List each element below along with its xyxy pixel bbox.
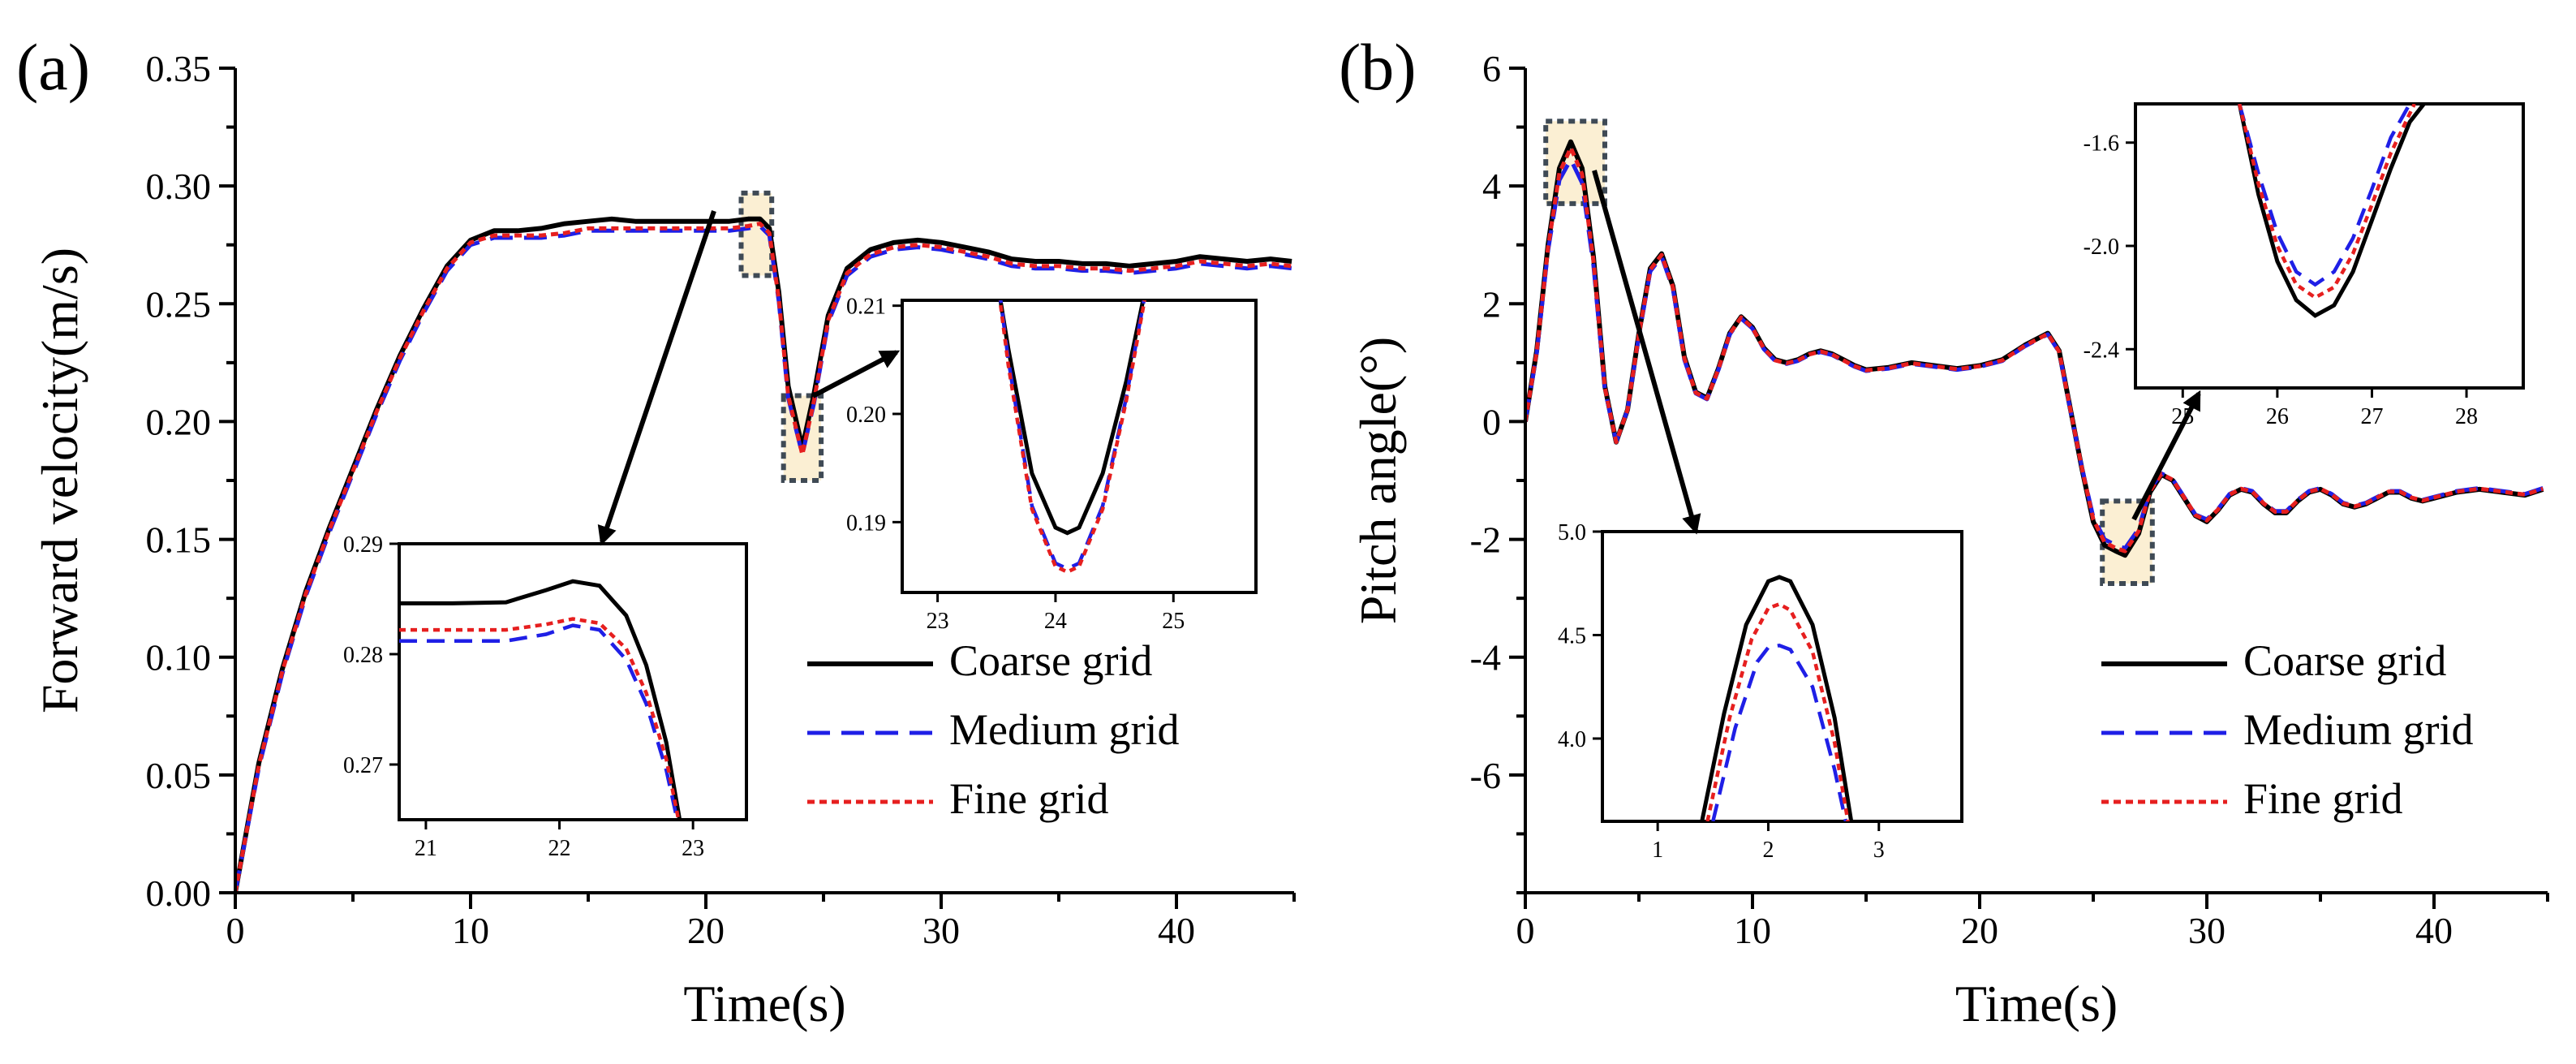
inset-series-line — [1711, 643, 1848, 821]
y-axis-label: Pitch angle(°) — [1349, 337, 1407, 624]
y-tick-label: 0.05 — [146, 755, 212, 796]
inset-x-tick-label: 23 — [927, 609, 949, 634]
inset-series-line — [1700, 575, 1854, 821]
panel-a: (a) 0 10 20 30 40 0.00 0.05 0.10 0.15 0.20 0.25 0.3… — [16, 30, 1296, 1032]
inset-2: 23 24 25 0.19 0.20 0.21 — [846, 295, 1258, 634]
inset-x-tick-label: 21 — [415, 836, 437, 861]
inset-y-tick-label: -2.0 — [2084, 235, 2119, 260]
inset-x-tick-label: 1 — [1652, 838, 1663, 863]
x-axis-label: Time(s) — [1955, 975, 2118, 1032]
x-tick-label: 30 — [2188, 910, 2226, 951]
x-tick-label: 20 — [687, 910, 725, 951]
y-tick-label: 0.35 — [146, 48, 212, 89]
inset-frame — [1601, 530, 1963, 823]
inset-x-tick-label: 3 — [1873, 838, 1885, 863]
y-tick-label: 0.10 — [146, 637, 212, 678]
inset-series-line — [998, 300, 1146, 575]
inset-x-tick-label: 28 — [2455, 404, 2478, 429]
inset-y-tick-label: 4.0 — [1558, 727, 1586, 752]
y-tick-label: 0 — [1482, 401, 1501, 442]
x-tick-label: 20 — [1961, 910, 1998, 951]
y-tick-label: -6 — [1470, 755, 1501, 796]
inset-y-tick-label: 0.19 — [846, 510, 886, 536]
inset-1: 1 2 3 4.0 4.5 5.0 — [1558, 520, 1963, 863]
inset-y-tick-label: 0.28 — [343, 643, 383, 668]
inset-series-line — [2238, 104, 2412, 287]
legend-label: Coarse grid — [949, 636, 1152, 685]
x-tick-label: 0 — [1516, 910, 1535, 951]
inset-x-tick-label: 23 — [682, 836, 704, 861]
inset-series-line — [399, 617, 681, 820]
y-tick-label: 0.30 — [146, 166, 212, 207]
inset-x-tick-label: 25 — [1162, 609, 1185, 634]
zoom-arrow — [1592, 170, 1701, 535]
x-tick-label: 30 — [922, 910, 960, 951]
inset-y-tick-label: 0.29 — [343, 532, 383, 558]
inset-y-tick-label: 5.0 — [1558, 520, 1586, 545]
x-tick-label: 10 — [1734, 910, 1771, 951]
inset-frame — [901, 299, 1258, 594]
inset-x-tick-label: 22 — [548, 836, 571, 861]
x-tick-label: 10 — [452, 910, 489, 951]
inset-series-line — [399, 623, 680, 820]
inset-y-tick-label: 0.20 — [846, 403, 886, 428]
y-tick-label: 0.25 — [146, 283, 212, 325]
inset-y-tick-label: 0.27 — [343, 753, 383, 778]
series-line-fine-grid — [235, 222, 1292, 893]
panel-label-a: (a) — [16, 30, 90, 104]
legend-label: Fine grid — [949, 774, 1109, 823]
inset-series-line — [1705, 601, 1850, 821]
legend-label: Medium grid — [949, 705, 1179, 754]
zoom-arrow — [597, 210, 716, 546]
inset-series-line — [399, 579, 682, 820]
zoom-arrow — [811, 350, 901, 398]
legend-label: Medium grid — [2243, 705, 2473, 754]
inset-y-tick-label: 0.21 — [846, 295, 886, 320]
inset-y-tick-label: -2.4 — [2084, 338, 2119, 363]
y-tick-label: 0.15 — [146, 519, 212, 561]
inset-2: 25 26 27 28-2.4-2.0-1.6 — [2084, 102, 2525, 429]
legend-label: Coarse grid — [2243, 636, 2446, 685]
inset-frame — [2134, 102, 2525, 390]
y-tick-label: 6 — [1482, 48, 1501, 89]
inset-frame — [398, 542, 748, 821]
x-tick-label: 40 — [2415, 910, 2453, 951]
inset-x-tick-label: 26 — [2266, 404, 2289, 429]
y-tick-label: -2 — [1470, 519, 1501, 561]
series-line-fine-grid — [1525, 145, 2544, 554]
y-axis-label: Forward velocity(m/s) — [31, 248, 88, 713]
y-tick-label: 0.00 — [146, 872, 212, 914]
inset-y-tick-label: -1.6 — [2084, 131, 2119, 157]
y-tick-label: 2 — [1482, 283, 1501, 325]
x-tick-label: 40 — [1158, 910, 1195, 951]
legend-label: Fine grid — [2243, 774, 2403, 823]
inset-y-tick-label: 4.5 — [1558, 624, 1586, 649]
inset-series-line — [2238, 104, 2416, 300]
y-tick-label: 0.20 — [146, 401, 212, 442]
panel-label-b: (b) — [1339, 30, 1417, 104]
y-tick-label: -4 — [1470, 637, 1501, 678]
inset-1: 21 22 23 0.27 0.28 0.29 — [343, 532, 748, 861]
inset-x-tick-label: 24 — [1044, 609, 1067, 634]
panel-b: (b) 0 10 20 30 40 -6 -4 -2 0 2 4 6 Time(s) Pitch angl… — [1339, 30, 2549, 1032]
y-tick-label: 4 — [1482, 166, 1501, 207]
zoom-arrow — [2131, 390, 2201, 521]
x-axis-label: Time(s) — [683, 975, 845, 1032]
x-tick-label: 0 — [226, 910, 245, 951]
inset-series-line — [2237, 104, 2426, 318]
inset-x-tick-label: 27 — [2360, 404, 2383, 429]
inset-x-tick-label: 2 — [1762, 838, 1774, 863]
